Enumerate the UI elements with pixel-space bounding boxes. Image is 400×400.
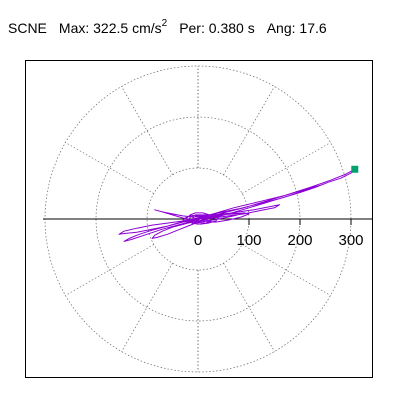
max-value: 322.5 cm/s2 xyxy=(93,18,168,36)
x-tick-label-200: 200 xyxy=(287,232,312,249)
origin-label: 0 xyxy=(194,232,202,249)
grid-spoke-150 xyxy=(65,142,155,194)
x-tick-label-300: 300 xyxy=(338,232,363,249)
period-value: 0.380 s xyxy=(208,20,255,36)
grid-spoke-210 xyxy=(65,244,155,296)
grid-spoke-120 xyxy=(121,86,173,176)
grid-spoke-30 xyxy=(241,142,331,194)
angle-label: Ang: xyxy=(266,20,296,36)
plot-frame xyxy=(25,60,373,378)
peak-marker xyxy=(351,165,359,173)
max-label: Max: xyxy=(58,20,90,36)
trace-group xyxy=(118,165,359,242)
x-tick-label-100: 100 xyxy=(236,232,261,249)
period-label: Per: xyxy=(179,20,205,36)
max-unit-exponent: 2 xyxy=(161,18,168,30)
station-name: SCNE xyxy=(8,20,47,36)
title-bar: SCNE Max: 322.5 cm/s2 Per: 0.380 s Ang: 17.… xyxy=(8,18,327,36)
x-axis: 100 200 300 0 xyxy=(43,218,372,249)
motion-trace xyxy=(118,168,356,242)
grid-spoke-60 xyxy=(223,86,275,176)
grid-spoke-240 xyxy=(121,262,173,352)
grid-spoke-300 xyxy=(223,262,275,352)
angle-value: 17.6 xyxy=(299,20,327,36)
grid-spoke-330 xyxy=(241,244,331,296)
